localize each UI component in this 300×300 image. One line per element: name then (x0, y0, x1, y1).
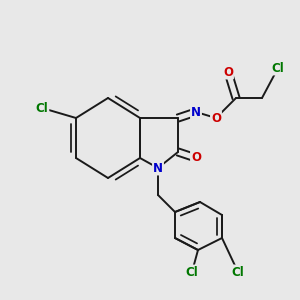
Text: Cl: Cl (36, 101, 48, 115)
Text: O: O (191, 152, 201, 164)
Text: O: O (223, 65, 233, 79)
Text: N: N (153, 161, 163, 175)
Text: Cl: Cl (186, 266, 198, 278)
Text: Cl: Cl (232, 266, 244, 278)
Text: Cl: Cl (272, 61, 284, 74)
Text: O: O (211, 112, 221, 124)
Text: N: N (191, 106, 201, 118)
